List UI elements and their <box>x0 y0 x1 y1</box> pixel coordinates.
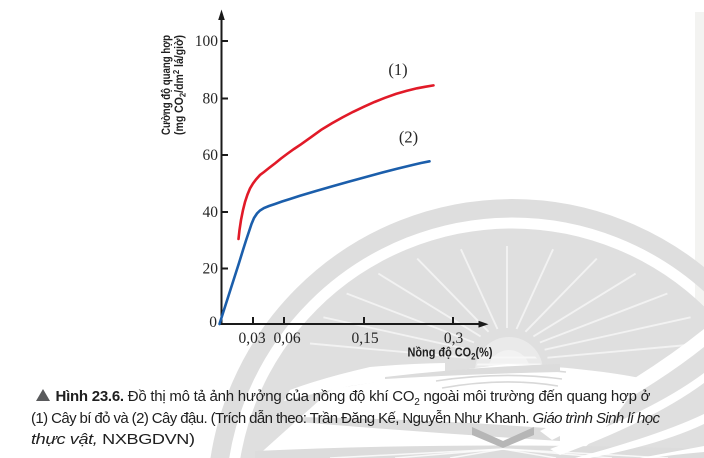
svg-text:0: 0 <box>209 314 217 331</box>
svg-text:0,15: 0,15 <box>351 330 378 347</box>
svg-text:(1): (1) <box>388 60 407 79</box>
svg-text:Cường độ quang hợp: Cường độ quang hợp <box>161 35 173 135</box>
svg-text:0,03: 0,03 <box>238 330 265 347</box>
svg-text:0,06: 0,06 <box>273 330 300 347</box>
svg-text:100: 100 <box>195 33 219 50</box>
svg-text:(2): (2) <box>399 128 418 147</box>
svg-text:40: 40 <box>203 204 219 221</box>
svg-text:(mg CO2/dm2 lá/giờ): (mg CO2/dm2 lá/giờ) <box>171 35 188 135</box>
svg-text:Nồng độ CO2(%): Nồng độ CO2(%) <box>408 346 493 362</box>
svg-text:60: 60 <box>203 147 219 164</box>
svg-text:80: 80 <box>203 91 219 108</box>
svg-text:0,3: 0,3 <box>444 330 464 347</box>
svg-text:20: 20 <box>203 261 219 278</box>
